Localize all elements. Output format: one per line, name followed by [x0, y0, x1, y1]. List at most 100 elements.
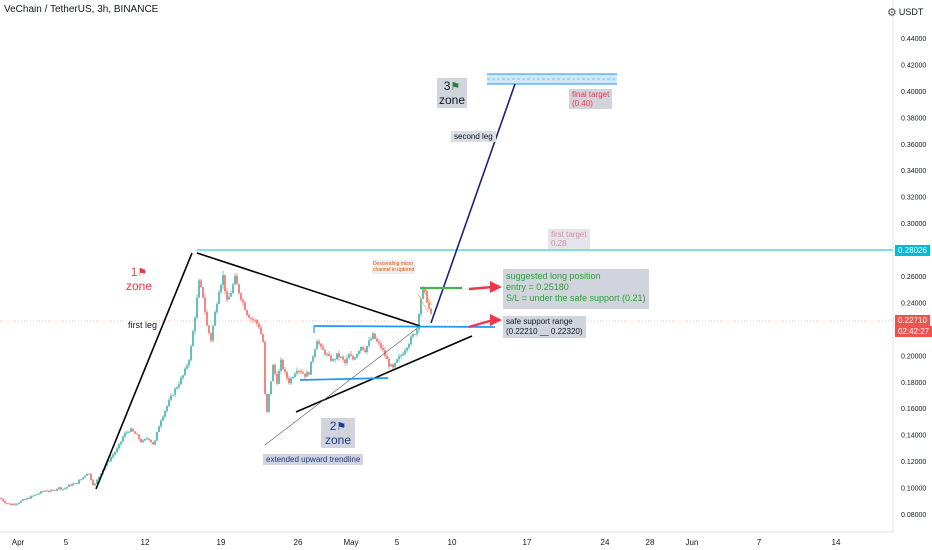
candle-body [362, 346, 364, 350]
candle-body [398, 356, 400, 360]
candle-body [338, 353, 340, 358]
x-tick-label: Jun [686, 538, 699, 547]
candle-body [416, 329, 418, 335]
candle-body [126, 432, 128, 434]
y-tick-label: 0.38000 [901, 115, 926, 122]
currency-settings[interactable]: ⚙ USDT [887, 4, 929, 20]
candle-body [122, 436, 124, 442]
candle-body [430, 308, 432, 314]
candle-body [328, 354, 330, 356]
x-tick-label: 19 [217, 538, 226, 547]
candle-body [138, 434, 140, 439]
flag-icon: ⚑ [137, 267, 148, 279]
candle-body [318, 341, 320, 344]
candle-body [118, 444, 120, 449]
candle-body [306, 372, 308, 377]
final-target-label: final target (0.40) [569, 89, 613, 109]
candle-body [340, 356, 342, 358]
candle-body [220, 285, 222, 293]
candle-body [120, 441, 122, 445]
y-tick-label: 0.18000 [901, 380, 926, 387]
y-tick-label: 0.44000 [901, 36, 926, 43]
first-target-price-tag: 0.28026 [895, 245, 930, 256]
zone-3-marker: 3⚑ zone [437, 78, 467, 108]
candle-body [364, 349, 366, 353]
candle-body [256, 320, 258, 324]
candle-body [108, 460, 110, 462]
candle-body [330, 355, 332, 361]
candle-body [422, 286, 424, 299]
candle-body [262, 334, 264, 343]
candle-body [360, 346, 362, 352]
candle-body [124, 432, 126, 437]
candle-body [354, 357, 356, 360]
candle-body [294, 373, 296, 377]
candle-body [134, 431, 136, 434]
candle-body [54, 490, 56, 492]
candle-body [80, 479, 82, 481]
candle-body [244, 302, 246, 311]
zone-2-number: 2 [329, 419, 337, 433]
x-tick-label: 26 [294, 538, 303, 547]
candle-body [0, 498, 2, 499]
candle-body [386, 355, 388, 359]
candle-body [282, 359, 284, 370]
candle-body [420, 298, 422, 315]
x-tick-label: May [343, 538, 358, 547]
y-tick-label: 0.34000 [901, 168, 926, 175]
candle-body [414, 334, 416, 335]
candle-body [248, 314, 250, 318]
candle-body [376, 338, 378, 342]
zone-2-word: zone [324, 433, 352, 447]
micro-channel-line [421, 287, 433, 306]
entry-arrow-shaft [468, 285, 494, 291]
suggested-stop-loss: S/L = under the safe support (0.21) [506, 293, 646, 303]
candle-body [40, 491, 42, 494]
micro-channel-line [417, 293, 429, 313]
candle-body [246, 310, 248, 315]
x-tick-label: Apr [12, 538, 25, 547]
candle-body [2, 498, 4, 502]
candle-body [408, 344, 410, 348]
candle-body [158, 426, 160, 433]
candle-body [202, 286, 204, 298]
candle-body [406, 347, 408, 351]
candle-body [52, 490, 54, 492]
candle-body [400, 355, 402, 357]
candle-body [78, 480, 80, 484]
candle-body [136, 433, 138, 435]
candle-body [278, 370, 280, 384]
micro-channel-line2: channel in uptrend [373, 267, 415, 273]
candle-body [322, 346, 324, 350]
candle-body [250, 317, 252, 319]
y-tick-label: 0.14000 [901, 433, 926, 440]
candle-body [4, 501, 6, 503]
candle-body [224, 274, 226, 292]
candle-body [170, 395, 172, 401]
triangle-lower-line [295, 335, 473, 413]
candle-body [154, 440, 156, 445]
candle-body [270, 381, 272, 394]
zone-1-number: 1 [130, 265, 138, 279]
gear-icon[interactable]: ⚙ [887, 6, 897, 19]
candle-body [194, 317, 196, 331]
candle-body [312, 356, 314, 362]
final-target-title: final target [572, 90, 610, 99]
candle-body [428, 302, 430, 309]
y-tick-label: 0.32000 [901, 195, 926, 202]
candle-body [172, 394, 174, 396]
candle-body [206, 311, 208, 326]
zone-3-word: zone [438, 93, 466, 107]
candle-body [168, 400, 170, 407]
candle-body [350, 354, 352, 356]
candle-body [310, 361, 312, 375]
candle-body [64, 488, 66, 490]
candle-body [238, 284, 240, 294]
x-tick-label: 24 [601, 538, 610, 547]
candle-body [320, 343, 322, 347]
candle-body [178, 384, 180, 388]
candle-body [46, 490, 48, 492]
candle-body [358, 351, 360, 354]
second-leg-line [430, 83, 516, 324]
